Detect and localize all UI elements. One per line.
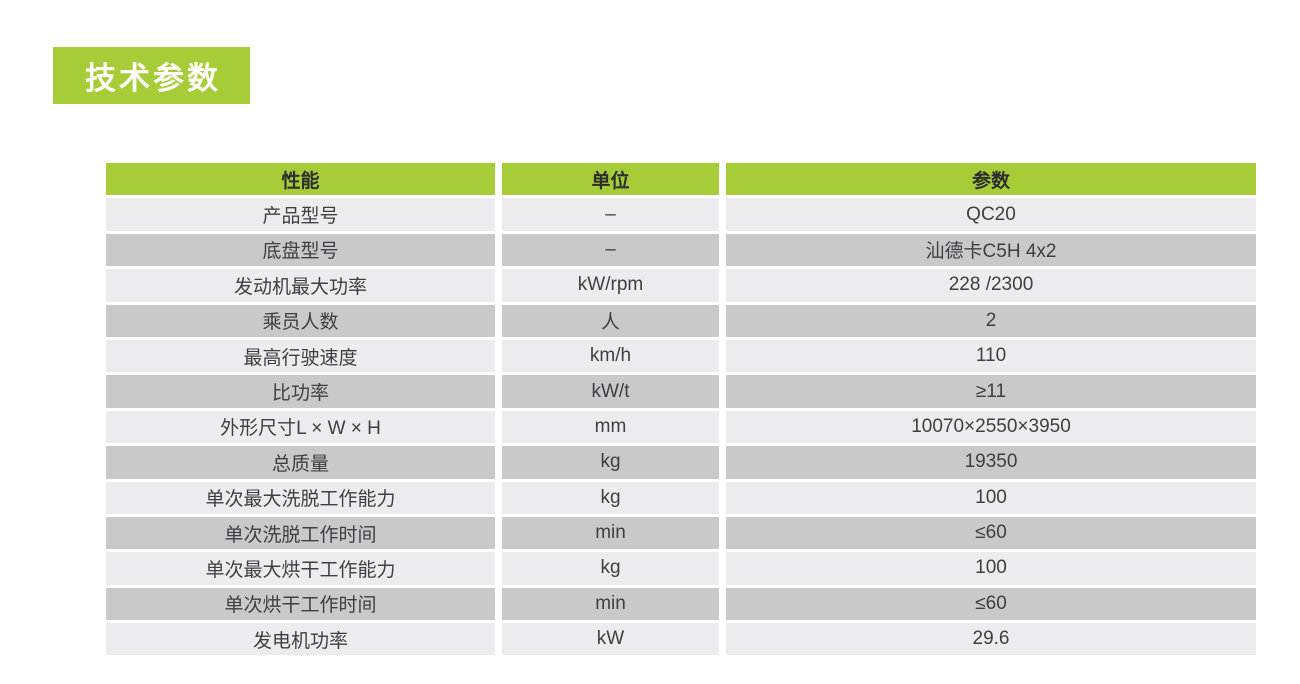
row-value-cell: 100 <box>726 481 1256 514</box>
row-name-cell: 单次烘干工作时间 <box>106 587 495 621</box>
section-title: 技术参数 <box>53 47 250 104</box>
row-name-cell: 底盘型号 <box>106 233 495 267</box>
row-value-cell: 汕德卡C5H 4x2 <box>726 233 1256 267</box>
row-value-cell: 100 <box>726 552 1256 585</box>
row-name-cell: 总质量 <box>106 446 495 479</box>
header-cell-unit: 单位 <box>502 163 719 196</box>
row-name-cell: 比功率 <box>106 375 495 408</box>
row-value-cell: 228 /2300 <box>726 269 1256 302</box>
row-value-cell: 2 <box>726 304 1256 337</box>
row-unit-cell: kg <box>502 446 719 479</box>
row-value-cell: 19350 <box>726 446 1256 479</box>
row-unit-cell: – <box>502 233 719 267</box>
section-title-label: 技术参数 <box>85 61 221 96</box>
row-value-cell: 110 <box>726 339 1256 373</box>
header-cell-performance: 性能 <box>106 163 495 196</box>
row-unit-cell: kg <box>502 552 719 585</box>
spec-table: 性能 单位 参数 产品型号 – QC20 底盘型号 – 汕德卡C5H 4x2 发… <box>106 163 1256 656</box>
row-unit-cell: min <box>502 587 719 621</box>
row-unit-cell: min <box>502 516 719 550</box>
header-cell-parameter: 参数 <box>726 163 1256 196</box>
row-value-cell: 10070×2550×3950 <box>726 410 1256 444</box>
row-unit-cell: 人 <box>502 304 719 337</box>
row-name-cell: 产品型号 <box>106 198 495 231</box>
row-name-cell: 单次最大烘干工作能力 <box>106 552 495 585</box>
row-unit-cell: mm <box>502 410 719 444</box>
row-name-cell: 最高行驶速度 <box>106 339 495 373</box>
row-name-cell: 发电机功率 <box>106 623 495 656</box>
row-value-cell: ≤60 <box>726 587 1256 621</box>
row-name-cell: 外形尺寸L × W × H <box>106 410 495 444</box>
row-unit-cell: kW/t <box>502 375 719 408</box>
row-value-cell: QC20 <box>726 198 1256 231</box>
row-value-cell: 29.6 <box>726 623 1256 656</box>
row-unit-cell: km/h <box>502 339 719 373</box>
row-unit-cell: kW <box>502 623 719 656</box>
row-unit-cell: kW/rpm <box>502 269 719 302</box>
row-value-cell: ≥11 <box>726 375 1256 408</box>
row-name-cell: 单次洗脱工作时间 <box>106 516 495 550</box>
row-unit-cell: – <box>502 198 719 231</box>
row-name-cell: 单次最大洗脱工作能力 <box>106 481 495 514</box>
row-value-cell: ≤60 <box>726 516 1256 550</box>
row-name-cell: 发动机最大功率 <box>106 269 495 302</box>
row-name-cell: 乘员人数 <box>106 304 495 337</box>
row-unit-cell: kg <box>502 481 719 514</box>
